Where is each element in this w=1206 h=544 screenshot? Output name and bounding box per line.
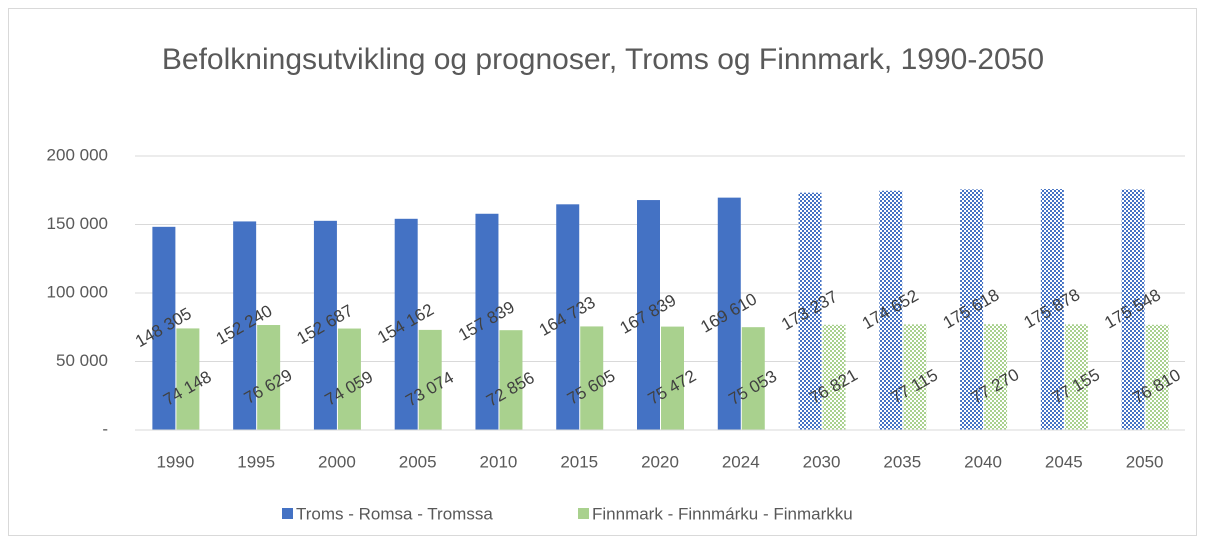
bar (798, 192, 822, 430)
bar (475, 213, 499, 430)
chart-frame (8, 8, 1197, 536)
bar (960, 189, 984, 430)
bar (822, 324, 846, 430)
bar (984, 324, 1008, 430)
x-tick-label: 2010 (480, 452, 518, 471)
bar (661, 326, 684, 430)
bar (637, 200, 660, 430)
bar (313, 220, 337, 430)
x-tick-label: 1990 (156, 452, 194, 471)
bar (499, 330, 523, 430)
chart-title: Befolkningsutvikling og prognoser, Troms… (161, 43, 1045, 76)
bar (257, 325, 281, 430)
x-tick-label: 2000 (318, 452, 356, 471)
bar (418, 329, 442, 430)
bar (394, 218, 418, 430)
bar (176, 328, 200, 430)
bar (556, 204, 580, 430)
x-tick-label: 2030 (803, 452, 841, 471)
x-tick-label: 2015 (560, 452, 598, 471)
bar (1121, 189, 1145, 430)
bar (903, 324, 927, 430)
legend-swatch (282, 508, 293, 519)
x-tick-label: 1995 (237, 452, 275, 471)
x-tick-label: 2005 (399, 452, 437, 471)
bar (580, 326, 604, 430)
bar (879, 190, 903, 430)
bar (741, 327, 765, 430)
x-tick-label: 2024 (722, 452, 760, 471)
y-tick-label: 150 000 (47, 214, 108, 233)
x-tick-label: 2035 (883, 452, 921, 471)
bar (1064, 324, 1088, 430)
x-tick-label: 2020 (641, 452, 679, 471)
x-tick-label: 2045 (1045, 452, 1083, 471)
bar (1145, 324, 1169, 430)
y-tick-label: 50 000 (56, 351, 108, 370)
legend-label: Finnmark - Finnmárku - Finmarkku (592, 504, 853, 523)
legend-swatch (578, 508, 589, 519)
y-tick-label: 100 000 (47, 282, 108, 301)
y-tick-label: 200 000 (47, 145, 108, 164)
legend-label: Troms - Romsa - Tromssa (296, 504, 493, 523)
bar (717, 197, 741, 430)
y-tick-label: - (102, 419, 108, 438)
bar (1040, 189, 1064, 430)
bar (233, 221, 257, 430)
x-tick-label: 2040 (964, 452, 1002, 471)
bar (337, 328, 361, 430)
x-tick-label: 2050 (1126, 452, 1164, 471)
bar (152, 226, 176, 430)
